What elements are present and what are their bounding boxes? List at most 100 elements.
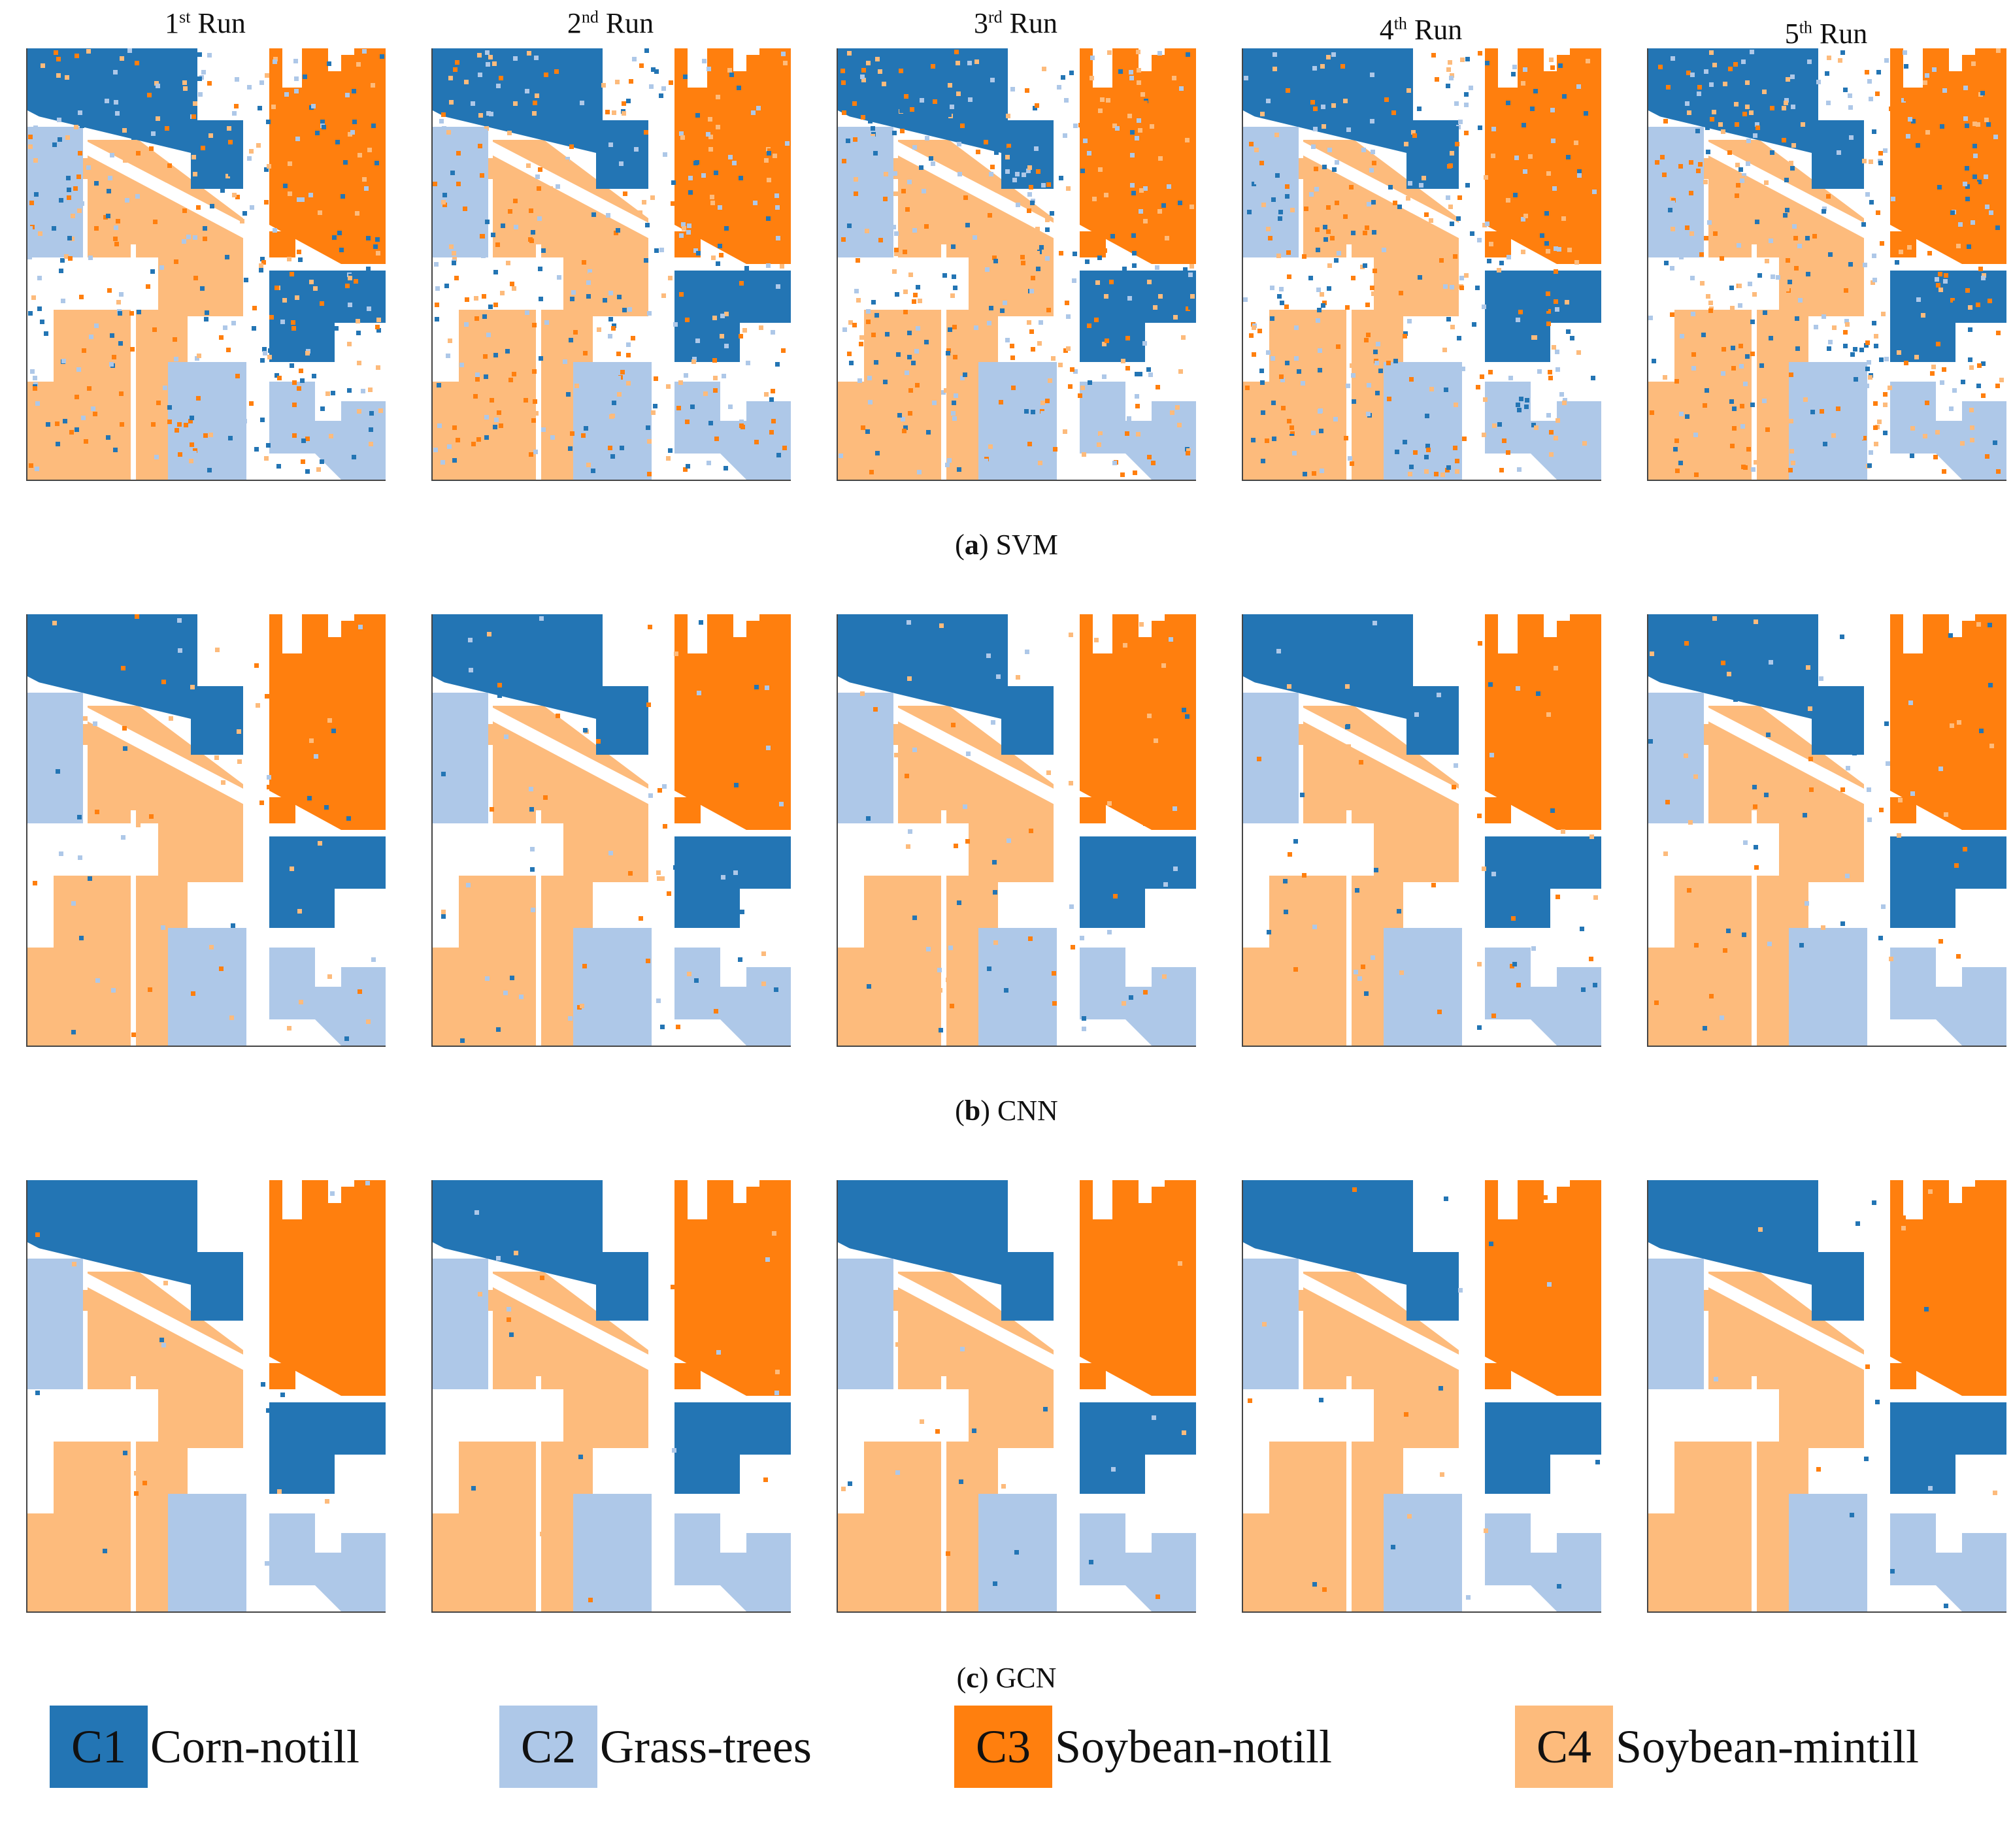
region-corn-notill-right (269, 271, 386, 362)
region-soybean-notill (1080, 614, 1196, 830)
region-soybean-notill (1485, 48, 1601, 264)
region-soybean-notill (1485, 1180, 1601, 1396)
region-grass-trees-bottom (573, 362, 652, 480)
legend-item-c2: C2 Grass-trees (499, 1706, 812, 1788)
region-grass-trees-right (1080, 948, 1196, 1046)
caption-cnn: (b) CNN (955, 1095, 1058, 1127)
classification-map-svm-run-1 (26, 48, 386, 481)
classification-map-cnn-run-1 (26, 614, 386, 1047)
column-title-run-4: 4th Run (1379, 14, 1463, 46)
undefined (27, 1242, 341, 1422)
region-soybean-notill-small (1890, 797, 1916, 823)
region-grass-trees (1243, 693, 1299, 823)
region-grass-trees (1243, 127, 1299, 257)
region-soybean-notill (269, 1180, 386, 1396)
region-grass-trees-bottom (978, 928, 1057, 1046)
region-grass-trees-right (1890, 948, 2006, 1046)
region-corn-notill (433, 1180, 648, 1321)
region-soybean-notill-small (269, 1363, 295, 1389)
region-corn-notill-right (674, 271, 791, 362)
region-soybean-notill-small (1080, 1363, 1106, 1389)
legend-label-c4: Soybean-mintill (1616, 1720, 1919, 1773)
region-corn-notill-right (269, 1402, 386, 1494)
classification-map-cnn-run-3 (837, 614, 1196, 1047)
region-grass-trees (433, 693, 488, 823)
classification-map-svm-run-3 (837, 48, 1196, 481)
region-corn-notill (838, 48, 1054, 189)
region-grass-trees-bottom (168, 928, 246, 1046)
undefined (838, 676, 1152, 856)
undefined (1243, 1242, 1557, 1422)
region-grass-trees (1648, 127, 1704, 257)
undefined (433, 110, 746, 290)
region-corn-notill-right (1080, 836, 1196, 928)
region-grass-trees-right (1485, 948, 1601, 1046)
region-corn-notill (1648, 48, 1864, 189)
region-soybean-notill (674, 614, 791, 830)
column-title-run-2: 2nd Run (567, 7, 654, 39)
region-grass-trees-right (1080, 382, 1196, 480)
undefined (433, 1242, 746, 1422)
region-corn-notill-right (269, 836, 386, 928)
legend-swatch-c1: C1 (50, 1706, 148, 1788)
region-grass-trees (838, 1259, 893, 1389)
region-soybean-notill (1890, 48, 2006, 264)
column-title-run-5: 5th Run (1784, 18, 1868, 50)
region-grass-trees (27, 693, 83, 823)
region-corn-notill-right (1485, 836, 1601, 928)
legend-item-c3: C3 Soybean-notill (954, 1706, 1332, 1788)
region-corn-notill (838, 614, 1054, 755)
column-title-run-1: 1st Run (165, 7, 246, 39)
classification-map-cnn-run-2 (431, 614, 791, 1047)
region-grass-trees (433, 1259, 488, 1389)
region-soybean-notill (269, 48, 386, 264)
region-grass-trees-right (1080, 1513, 1196, 1611)
region-corn-notill (1648, 614, 1864, 755)
region-soybean-notill-small (1485, 1363, 1511, 1389)
region-grass-trees-right (674, 948, 791, 1046)
legend-swatch-c2: C2 (499, 1706, 597, 1788)
region-grass-trees (27, 1259, 83, 1389)
region-soybean-notill (1485, 614, 1601, 830)
region-grass-trees (433, 127, 488, 257)
region-grass-trees (838, 693, 893, 823)
region-grass-trees-right (1485, 1513, 1601, 1611)
region-corn-notill (27, 614, 243, 755)
region-corn-notill-right (1080, 1402, 1196, 1494)
region-grass-trees-right (1485, 382, 1601, 480)
region-soybean-notill (1890, 1180, 2006, 1396)
region-corn-notill (27, 1180, 243, 1321)
region-corn-notill-right (1890, 271, 2006, 362)
classification-map-gcn-run-5 (1647, 1180, 2006, 1613)
region-grass-trees (1648, 693, 1704, 823)
classification-map-cnn-run-4 (1242, 614, 1601, 1047)
region-grass-trees-bottom (1384, 362, 1462, 480)
caption-svm: (a) SVM (955, 529, 1058, 561)
legend-item-c1: C1 Corn-notill (50, 1706, 359, 1788)
undefined (1243, 676, 1557, 856)
region-grass-trees-right (269, 948, 386, 1046)
region-soybean-notill (1080, 1180, 1196, 1396)
region-corn-notill (27, 48, 243, 189)
region-soybean-notill-small (1890, 1363, 1916, 1389)
legend-label-c1: Corn-notill (150, 1720, 359, 1773)
region-grass-trees-bottom (1789, 1494, 1867, 1611)
classification-map-gcn-run-3 (837, 1180, 1196, 1613)
region-corn-notill-right (674, 1402, 791, 1494)
undefined (433, 676, 746, 856)
undefined (1243, 110, 1557, 290)
region-soybean-notill (674, 1180, 791, 1396)
region-grass-trees (1648, 1259, 1704, 1389)
region-corn-notill (433, 614, 648, 755)
region-grass-trees-right (1890, 1513, 2006, 1611)
classification-map-svm-run-5 (1647, 48, 2006, 481)
region-soybean-notill-small (1080, 797, 1106, 823)
region-grass-trees-bottom (573, 1494, 652, 1611)
region-soybean-notill-small (674, 1363, 701, 1389)
classification-map-svm-run-4 (1242, 48, 1601, 481)
region-corn-notill-right (1485, 271, 1601, 362)
legend-swatch-c3: C3 (954, 1706, 1052, 1788)
region-corn-notill-right (1890, 836, 2006, 928)
region-corn-notill (1243, 1180, 1459, 1321)
region-grass-trees-bottom (573, 928, 652, 1046)
